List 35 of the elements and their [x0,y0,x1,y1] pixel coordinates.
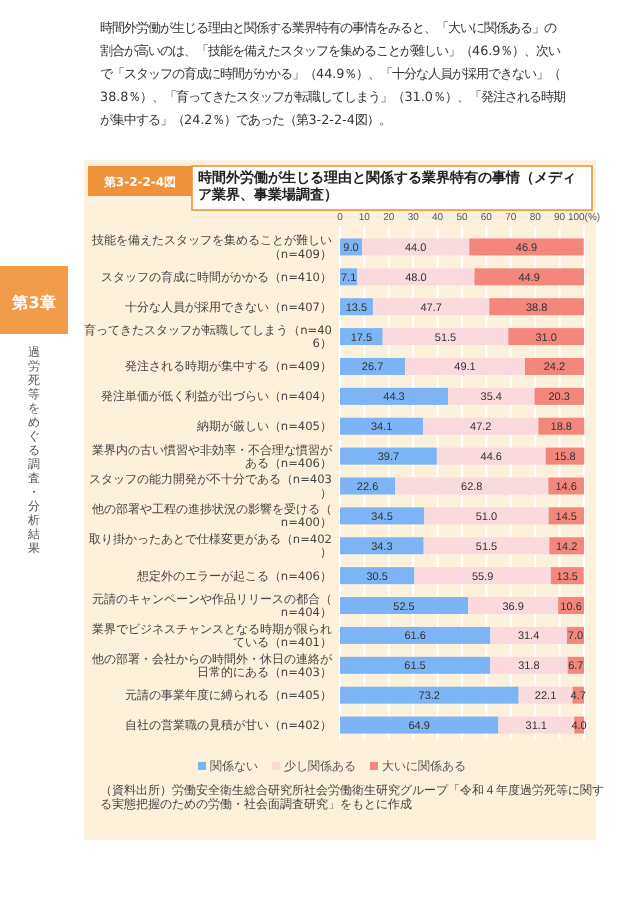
bar [414,567,551,585]
bar [340,567,415,585]
bar [395,477,549,495]
bar [357,268,475,286]
bar [423,537,550,555]
bar [340,417,424,435]
bar [424,507,549,525]
bar [468,597,559,615]
bar [498,716,575,734]
bar [340,357,406,375]
bar [518,686,573,704]
bar [448,387,535,405]
bar [340,447,437,465]
bar [405,357,525,375]
bar [423,417,539,435]
bar [490,656,568,674]
bar [490,626,567,644]
bar [382,328,509,346]
bar [340,387,449,405]
bar [340,507,425,525]
bar [469,238,584,256]
bar [340,656,491,674]
bar [340,597,469,615]
bar [436,447,546,465]
bar [361,238,470,256]
bar [508,328,584,346]
bar [340,537,424,555]
bar [340,716,499,734]
bar [340,626,491,644]
bar [524,357,584,375]
bar [340,686,519,704]
bar [489,298,584,316]
bar [474,268,584,286]
text: 第3章 [10,294,56,312]
bar [372,298,490,316]
